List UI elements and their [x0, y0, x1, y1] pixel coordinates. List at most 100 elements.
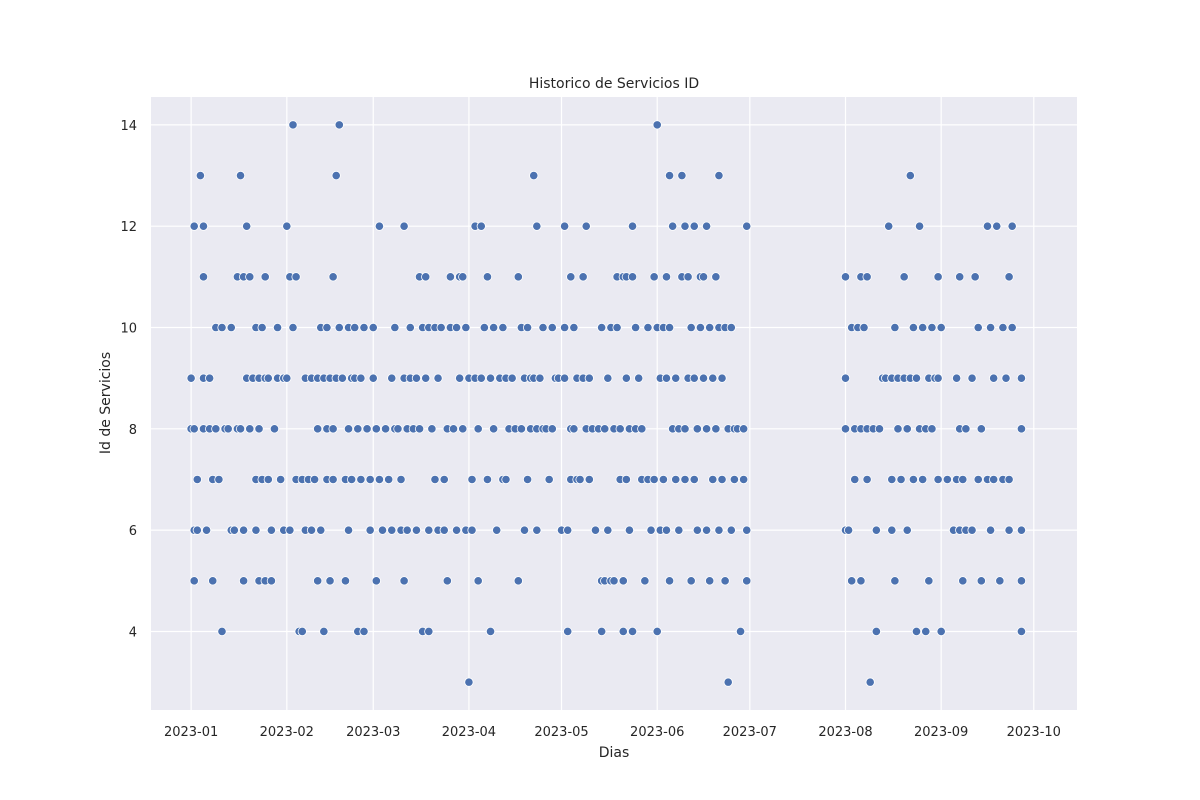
- y-tick-label: 14: [120, 119, 137, 134]
- data-point: [890, 576, 900, 586]
- data-point: [276, 474, 286, 485]
- data-point: [902, 525, 912, 535]
- data-point: [229, 525, 239, 535]
- data-point: [448, 424, 459, 434]
- data-point: [485, 373, 496, 383]
- data-point: [266, 576, 276, 586]
- data-point: [618, 576, 628, 586]
- data-point: [217, 626, 227, 637]
- data-point: [671, 373, 681, 383]
- data-point: [575, 474, 585, 485]
- data-point: [242, 221, 252, 231]
- data-point: [955, 272, 965, 282]
- data-point: [482, 474, 493, 485]
- data-point: [254, 424, 264, 434]
- data-point: [603, 373, 613, 383]
- data-point: [467, 525, 477, 535]
- x-tick-label: 2023-08: [818, 725, 872, 740]
- data-point: [958, 474, 968, 485]
- data-point: [643, 322, 653, 333]
- data-point: [1007, 322, 1017, 333]
- data-point: [560, 373, 570, 383]
- data-point: [239, 576, 249, 586]
- x-tick-label: 2023-03: [346, 725, 400, 740]
- y-tick-label: 4: [129, 625, 137, 640]
- data-point: [686, 322, 696, 333]
- y-tick-label: 12: [120, 220, 137, 235]
- x-axis-label: Dias: [599, 745, 630, 761]
- data-point: [933, 474, 943, 485]
- data-point: [476, 221, 486, 231]
- data-point: [735, 626, 746, 637]
- data-point: [362, 424, 372, 434]
- data-point: [840, 373, 851, 383]
- data-point: [467, 474, 477, 485]
- data-point: [245, 424, 255, 434]
- data-point: [615, 424, 625, 434]
- y-tick-label: 8: [129, 423, 137, 438]
- data-point: [597, 322, 607, 333]
- data-point: [1004, 272, 1014, 282]
- data-point: [473, 576, 483, 586]
- data-point: [198, 221, 209, 231]
- data-point: [461, 322, 471, 333]
- data-point: [396, 474, 406, 485]
- data-point: [245, 272, 255, 282]
- data-point: [439, 525, 449, 535]
- data-point: [1016, 373, 1027, 383]
- data-point: [189, 424, 199, 434]
- data-point: [192, 474, 202, 485]
- data-point: [680, 221, 690, 231]
- data-point: [331, 170, 341, 181]
- data-point: [489, 322, 499, 333]
- data-point: [918, 474, 928, 485]
- data-point: [973, 474, 983, 485]
- data-point: [649, 272, 659, 282]
- data-point: [976, 424, 986, 434]
- data-point: [387, 525, 397, 535]
- data-point: [340, 576, 351, 586]
- data-point: [353, 424, 363, 434]
- data-point: [739, 424, 749, 434]
- data-point: [989, 373, 999, 383]
- data-point: [421, 272, 431, 282]
- data-point: [649, 474, 659, 485]
- data-point: [689, 474, 699, 485]
- data-point: [547, 424, 557, 434]
- data-point: [433, 373, 443, 383]
- data-point: [347, 474, 357, 485]
- data-point: [359, 626, 369, 637]
- data-point: [701, 525, 712, 535]
- y-axis-ticks: 4 6 8 10 12 14: [120, 119, 137, 641]
- data-point: [652, 626, 662, 637]
- data-point: [652, 120, 662, 130]
- data-point: [705, 322, 715, 333]
- chart-title: Historico de Servicios ID: [529, 76, 699, 92]
- data-point: [742, 525, 752, 535]
- data-point: [674, 525, 684, 535]
- data-point: [251, 525, 261, 535]
- data-point: [189, 221, 199, 231]
- data-point: [640, 576, 650, 586]
- data-point: [464, 677, 474, 687]
- data-point: [698, 373, 709, 383]
- data-point: [677, 170, 687, 181]
- data-point: [989, 474, 999, 485]
- data-point: [671, 474, 681, 485]
- data-point: [519, 525, 530, 535]
- data-point: [658, 474, 668, 485]
- data-point: [198, 272, 209, 282]
- data-point: [334, 322, 344, 333]
- data-point: [501, 474, 511, 485]
- data-point: [516, 424, 527, 434]
- data-point: [455, 373, 465, 383]
- data-point: [874, 424, 885, 434]
- data-point: [560, 322, 570, 333]
- data-point: [689, 373, 699, 383]
- data-point: [1016, 525, 1027, 535]
- data-point: [399, 576, 409, 586]
- data-point: [612, 322, 622, 333]
- data-point: [482, 272, 493, 282]
- data-point: [942, 474, 952, 485]
